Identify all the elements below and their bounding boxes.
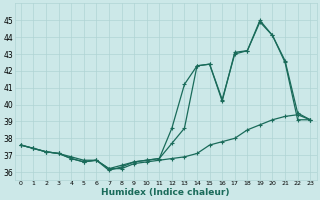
X-axis label: Humidex (Indice chaleur): Humidex (Indice chaleur) bbox=[101, 188, 230, 197]
